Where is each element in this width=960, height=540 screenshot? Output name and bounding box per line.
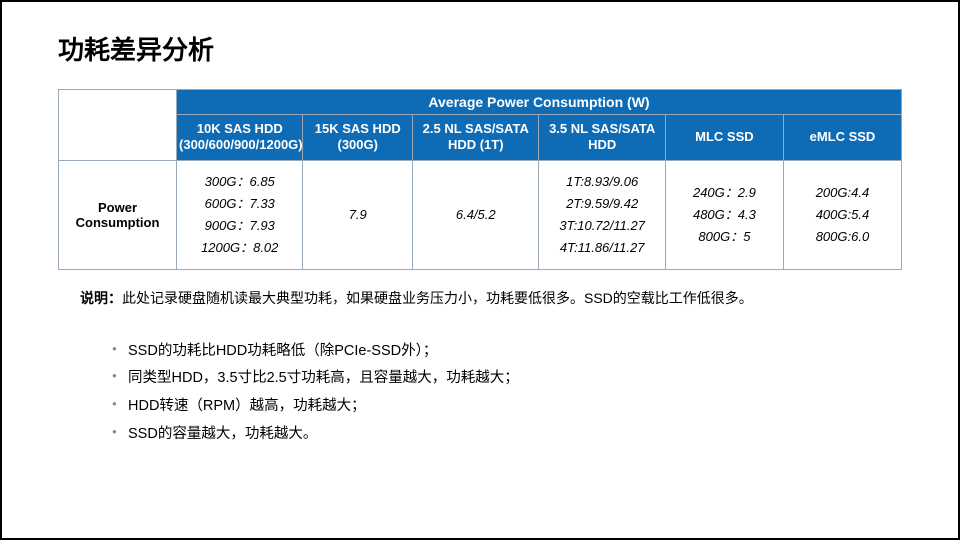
list-item: HDD转速（RPM）越高，功耗越大； <box>112 393 902 421</box>
col-header: eMLC SSD <box>783 115 901 161</box>
list-item: SSD的功耗比HDD功耗略低（除PCIe-SSD外）； <box>112 338 902 366</box>
col-header: 15K SAS HDD (300G) <box>303 115 413 161</box>
slide-title: 功耗差异分析 <box>58 30 902 67</box>
col-header: 3.5 NL SAS/SATA HDD <box>539 115 665 161</box>
data-cell: 200G:4.4 400G:5.4 800G:6.0 <box>783 160 901 269</box>
note-text: 此处记录硬盘随机读最大典型功耗，如果硬盘业务压力小，功耗要低很多。SSD的空载比… <box>122 290 753 306</box>
data-cell: 300G：6.85 600G：7.33 900G：7.93 1200G：8.02 <box>177 160 303 269</box>
data-cell: 6.4/5.2 <box>413 160 539 269</box>
table-header-row: 10K SAS HDD (300/600/900/1200G) 15K SAS … <box>59 115 902 161</box>
table-corner-blank <box>59 90 177 161</box>
col-header: 10K SAS HDD (300/600/900/1200G) <box>177 115 303 161</box>
bullet-list: SSD的功耗比HDD功耗略低（除PCIe-SSD外）； 同类型HDD，3.5寸比… <box>58 338 902 448</box>
col-header: 2.5 NL SAS/SATA HDD (1T) <box>413 115 539 161</box>
row-label: Power Consumption <box>59 160 177 269</box>
list-item: 同类型HDD，3.5寸比2.5寸功耗高，且容量越大，功耗越大； <box>112 365 902 393</box>
data-cell: 1T:8.93/9.06 2T:9.59/9.42 3T:10.72/11.27… <box>539 160 665 269</box>
power-table: Average Power Consumption (W) 10K SAS HD… <box>58 89 902 270</box>
data-cell: 7.9 <box>303 160 413 269</box>
note-line: 说明：此处记录硬盘随机读最大典型功耗，如果硬盘业务压力小，功耗要低很多。SSD的… <box>58 288 902 308</box>
data-cell: 240G：2.9 480G：4.3 800G：5 <box>665 160 783 269</box>
table-header-group-row: Average Power Consumption (W) <box>59 90 902 115</box>
table-data-row: Power Consumption 300G：6.85 600G：7.33 90… <box>59 160 902 269</box>
slide: 功耗差异分析 Average Power Consumption (W) 10K… <box>0 0 960 540</box>
list-item: SSD的容量越大，功耗越大。 <box>112 421 902 449</box>
table-group-header: Average Power Consumption (W) <box>177 90 902 115</box>
col-header: MLC SSD <box>665 115 783 161</box>
note-label: 说明： <box>80 290 122 306</box>
